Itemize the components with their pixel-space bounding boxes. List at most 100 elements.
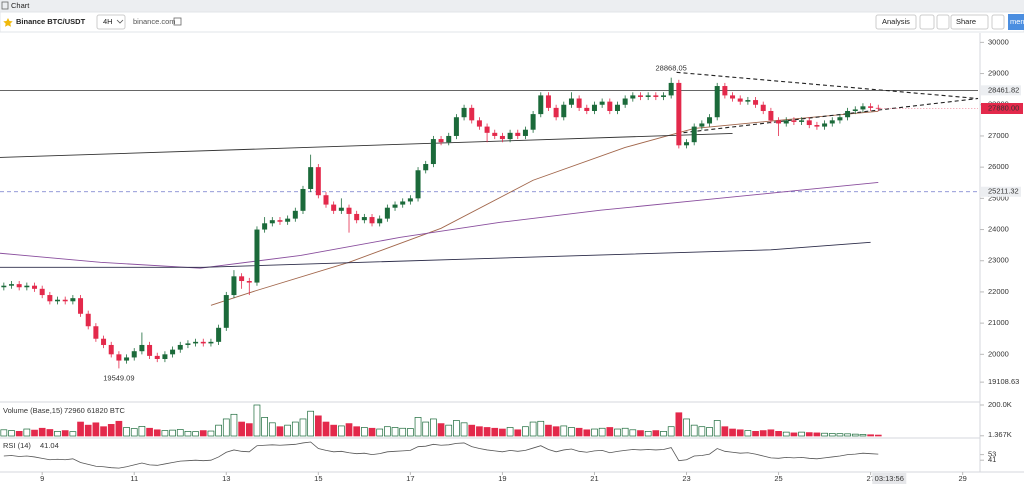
candle-body — [154, 355, 160, 360]
volume-bar — [215, 424, 222, 437]
candle-body — [430, 139, 436, 165]
candle-body — [331, 204, 337, 211]
volume-bar — [575, 427, 583, 437]
x-tick-label: 29 — [958, 474, 966, 483]
volume-bar — [330, 424, 338, 437]
share-label[interactable]: Share — [956, 17, 976, 26]
candle-body — [845, 110, 851, 118]
volume-tick-label: 1.367K — [988, 430, 1012, 439]
volume-bar — [652, 430, 660, 437]
candle-body — [47, 295, 53, 302]
volume-bar — [637, 430, 644, 437]
volume-bar — [859, 434, 867, 437]
menu-label[interactable]: men — [1010, 17, 1024, 26]
y-tick-label: 29000 — [988, 69, 1009, 78]
candle-body — [85, 313, 91, 327]
candle-body — [469, 107, 475, 121]
volume-bar — [660, 431, 667, 437]
volume-bar — [276, 426, 284, 437]
candle-body — [216, 327, 222, 342]
price-label: 28461.82 — [988, 85, 1019, 94]
candle-body — [591, 104, 597, 111]
candle-body — [453, 117, 459, 136]
candle-body — [9, 284, 15, 286]
candle-body — [760, 104, 766, 111]
volume-bar — [614, 428, 621, 437]
rsi-readout: 41.04 — [40, 441, 59, 450]
draw-button[interactable] — [936, 14, 950, 30]
volume-bar — [422, 421, 430, 437]
volume-bar — [606, 427, 614, 437]
x-tick-label: 15 — [314, 474, 322, 483]
symbol[interactable]: Binance BTC/USDT — [16, 17, 86, 26]
menu-button[interactable] — [1008, 14, 1024, 30]
candle-body — [131, 351, 137, 358]
candle-body — [699, 123, 705, 127]
volume-bar — [314, 415, 322, 437]
volume-bar — [146, 427, 153, 437]
candle-body — [446, 135, 452, 143]
interval-select[interactable] — [96, 14, 126, 30]
y-tick-label: 22000 — [988, 287, 1009, 296]
volume-bar — [644, 431, 652, 437]
candle-body — [346, 207, 352, 214]
candle-body — [407, 198, 413, 202]
candle-body — [768, 110, 774, 121]
rsi-tick-label: 53 — [988, 450, 996, 459]
x-tick-label: 25 — [774, 474, 782, 483]
candle-body — [499, 135, 505, 140]
volume-bar — [683, 418, 690, 437]
y-tick-label: 21000 — [988, 318, 1009, 327]
indicators-button[interactable] — [919, 14, 935, 30]
candle-body — [722, 86, 728, 96]
x-tick-label: 9 — [40, 474, 44, 483]
volume-bar — [736, 429, 744, 437]
candle-body — [852, 109, 858, 111]
price-label-box — [981, 85, 1021, 96]
candle-body — [170, 349, 176, 355]
volume-bar — [268, 422, 276, 437]
toolbar — [0, 11, 1024, 33]
volume-bar — [874, 434, 882, 437]
volume-bar — [69, 431, 77, 437]
countdown-box — [872, 473, 907, 484]
source[interactable]: binance.com — [133, 17, 176, 26]
interval[interactable]: 4H — [103, 17, 113, 26]
candle-body — [868, 106, 874, 108]
volume-bar — [8, 430, 15, 437]
candle-body — [239, 276, 245, 282]
analysis-button[interactable] — [875, 14, 917, 30]
candle-body — [668, 82, 674, 96]
volume-bar — [176, 429, 184, 437]
candle-body — [231, 276, 237, 296]
volume-bar — [821, 432, 828, 437]
volume-bar — [529, 421, 537, 437]
candle-body — [837, 117, 843, 121]
volume-bar — [468, 424, 476, 437]
candle-body — [392, 204, 398, 208]
candle-body — [423, 164, 429, 171]
volume-bar — [199, 430, 207, 437]
volume-bar — [775, 431, 782, 437]
candle-body — [745, 100, 751, 102]
candle-body — [361, 217, 367, 221]
candle-body — [568, 98, 574, 105]
volume-bar — [713, 420, 721, 437]
analysis-label[interactable]: Analysis — [882, 17, 910, 26]
candle-body — [753, 100, 759, 105]
external-link-icon[interactable] — [173, 17, 182, 26]
candle-body — [737, 98, 743, 102]
volume-bar — [345, 423, 353, 437]
fullscreen-button[interactable] — [991, 14, 1005, 30]
volume-bar — [391, 427, 399, 437]
candle-body — [70, 298, 76, 302]
volume-bar — [337, 425, 345, 437]
volume-bar — [31, 429, 38, 437]
volume-bar — [130, 428, 138, 437]
last-price-box — [981, 102, 1023, 114]
moving-average — [210, 110, 879, 306]
share-button[interactable] — [950, 14, 989, 30]
candle-body — [553, 107, 559, 118]
volume-title: Volume (Base,15) — [3, 406, 63, 415]
